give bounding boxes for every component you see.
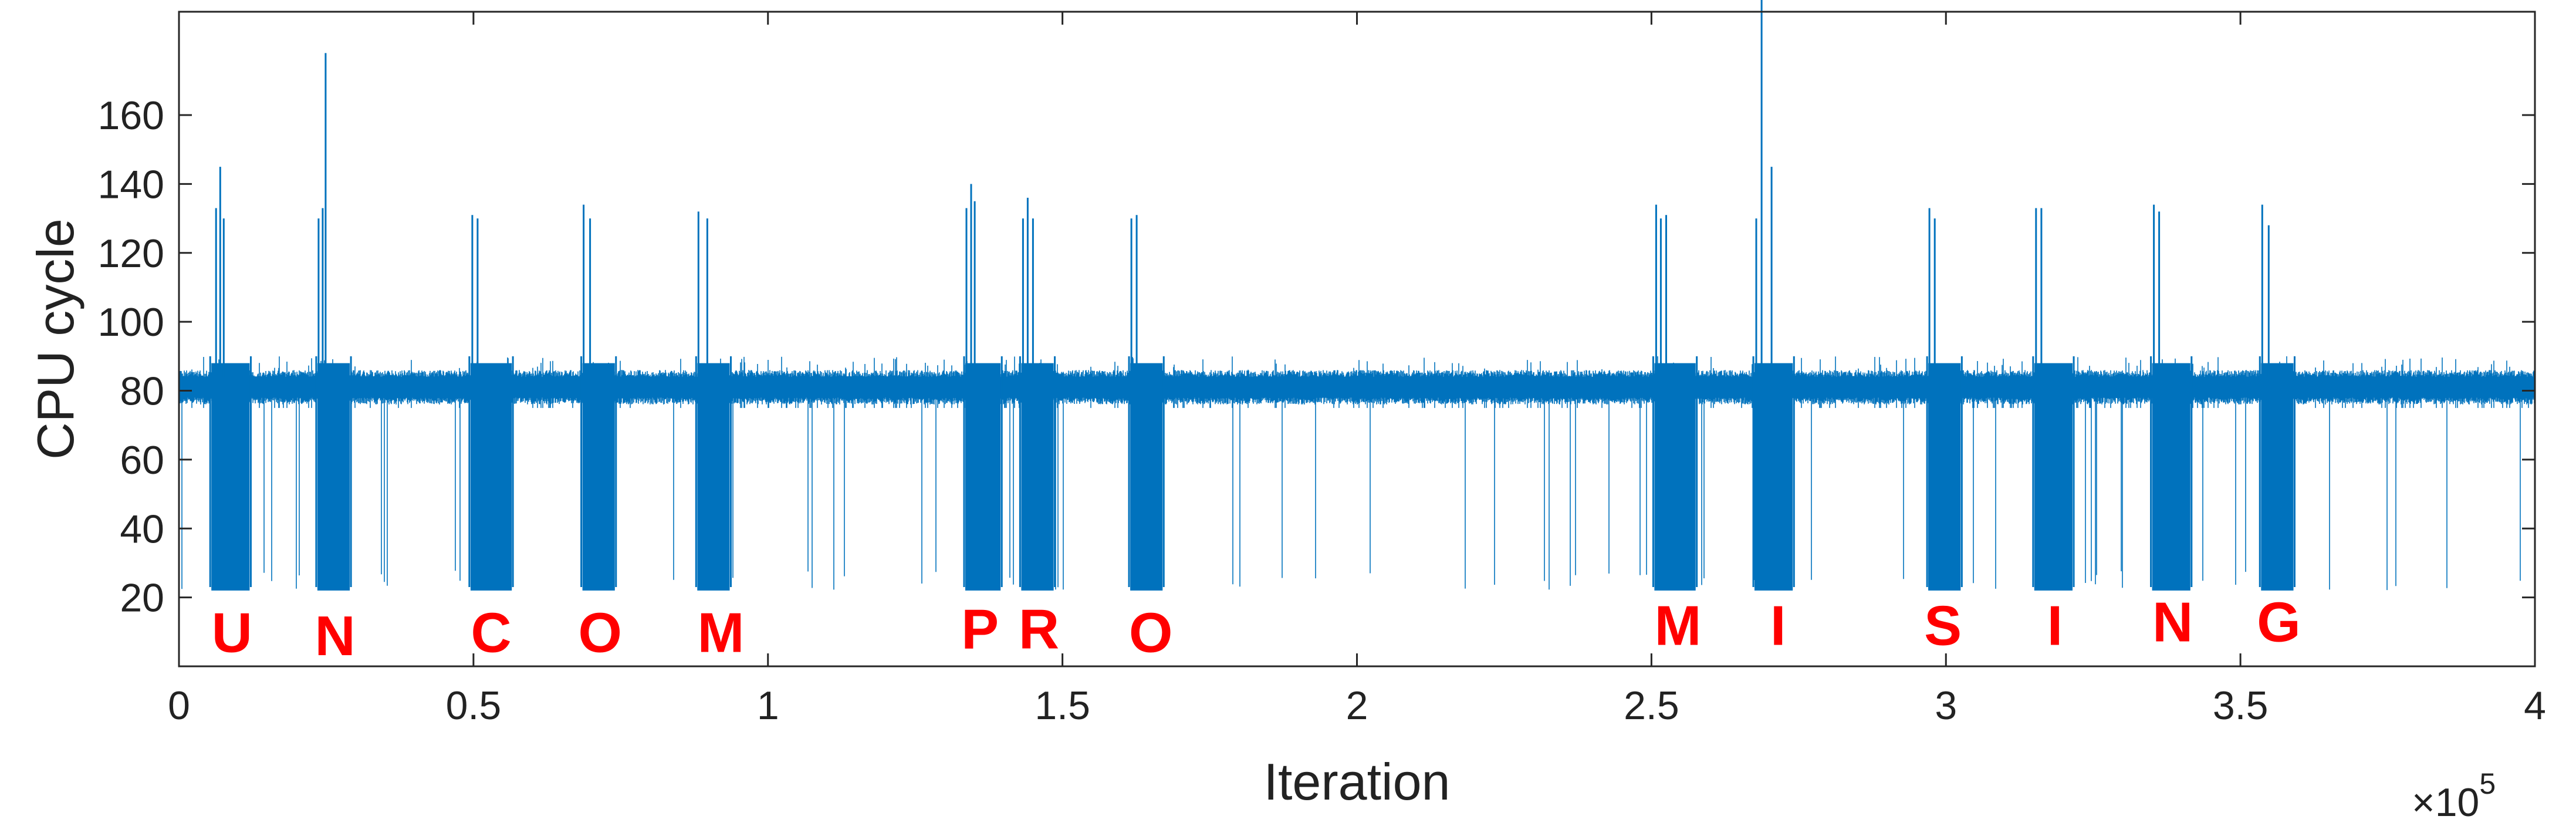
burst-edge-7 <box>1019 356 1056 588</box>
x-tick-label: 3 <box>1935 683 1957 728</box>
burst-edge-1 <box>209 356 252 588</box>
x-multiplier-base: ×10 <box>2412 780 2479 825</box>
letter-annotation-7: R <box>1019 598 1059 660</box>
burst-edge-6 <box>963 356 1003 588</box>
letter-annotation-8: O <box>1129 601 1173 664</box>
x-tick-label: 0 <box>168 683 190 728</box>
x-tick-label: 2.5 <box>1624 683 1679 728</box>
letter-annotation-9: M <box>1655 595 1702 658</box>
burst-5 <box>697 363 730 591</box>
letter-annotation-14: G <box>2257 591 2301 654</box>
x-multiplier-exponent: 5 <box>2479 767 2496 800</box>
burst-edge-12 <box>2032 356 2075 588</box>
burst-14 <box>2261 363 2294 591</box>
letter-annotation-5: M <box>698 601 745 664</box>
burst-edge-5 <box>695 356 732 588</box>
x-axis-title: Iteration <box>1264 753 1451 811</box>
series-layer <box>178 0 2536 591</box>
x-tick-label: 4 <box>2524 683 2546 728</box>
y-tick-label: 140 <box>98 162 164 207</box>
burst-edge-2 <box>315 356 352 588</box>
x-tick-label: 1.5 <box>1035 683 1090 728</box>
x-tick-label: 0.5 <box>446 683 502 728</box>
letter-annotation-4: O <box>578 601 622 664</box>
burst-8 <box>1130 363 1163 591</box>
burst-edge-14 <box>2259 356 2296 588</box>
letter-annotation-13: N <box>2152 591 2193 654</box>
x-tick-label: 1 <box>757 683 779 728</box>
burst-edge-4 <box>580 356 617 588</box>
burst-edge-10 <box>1752 356 1795 588</box>
burst-10 <box>1754 363 1793 591</box>
y-tick-label: 100 <box>98 300 164 345</box>
x-tick-label: 3.5 <box>2213 683 2269 728</box>
letter-annotation-1: U <box>212 601 252 664</box>
y-tick-label: 80 <box>120 369 164 414</box>
letter-annotation-3: C <box>471 601 511 664</box>
axis-ticks: 0 0.5 1 1.5 2 2.5 3 3.5 4 20 40 60 80 100 120 140 160 <box>98 12 2546 728</box>
y-tick-label: 160 <box>98 93 164 138</box>
x-axis-multiplier: ×105 <box>2412 767 2496 825</box>
burst-13 <box>2152 363 2190 591</box>
burst-6 <box>965 363 1001 591</box>
burst-1 <box>211 363 250 591</box>
burst-3 <box>470 363 512 591</box>
burst-edge-13 <box>2150 356 2193 588</box>
x-tick-label: 2 <box>1346 683 1368 728</box>
burst-12 <box>2034 363 2073 591</box>
burst-4 <box>582 363 615 591</box>
letter-annotation-2: N <box>315 605 355 667</box>
burst-edge-8 <box>1128 356 1165 588</box>
y-tick-label: 120 <box>98 231 164 276</box>
burst-edge-3 <box>468 356 514 588</box>
y-tick-label: 40 <box>120 507 164 551</box>
letter-annotation-12: I <box>2047 595 2063 658</box>
y-tick-label: 20 <box>120 576 164 621</box>
burst-2 <box>317 363 350 591</box>
letter-annotation-10: I <box>1770 595 1786 658</box>
burst-11 <box>1928 363 1961 591</box>
letter-annotation-6: P <box>961 598 999 660</box>
burst-edge-11 <box>1926 356 1963 588</box>
y-tick-label: 60 <box>120 438 164 483</box>
letter-annotation-11: S <box>1924 595 1962 658</box>
burst-9 <box>1654 363 1696 591</box>
y-axis-title: CPU cycle <box>26 218 84 460</box>
burst-edge-9 <box>1652 356 1698 588</box>
burst-7 <box>1021 363 1054 591</box>
